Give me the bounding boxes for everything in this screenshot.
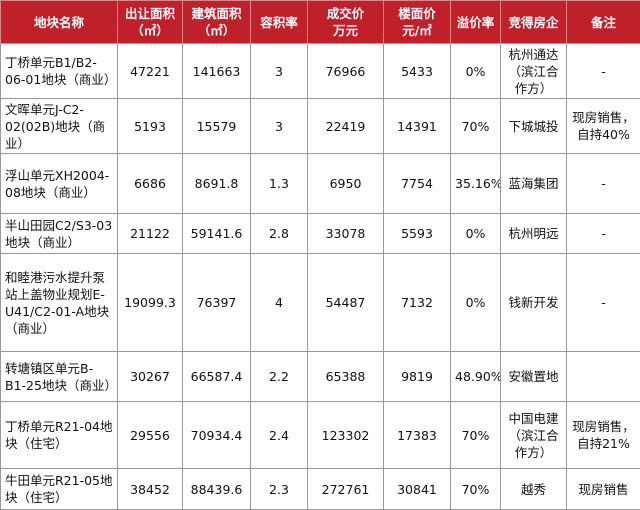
table-cell: 5193 — [118, 99, 183, 154]
table-cell: 88439.6 — [183, 469, 251, 510]
table-cell: 文晖单元J-C2-02(02B)地块（商业） — [1, 99, 118, 154]
table-cell: - — [567, 254, 640, 352]
table-cell: 9819 — [384, 352, 451, 402]
table-cell: 76397 — [183, 254, 251, 352]
table-cell: 19099.3 — [118, 254, 183, 352]
table-cell: 中国电建（滨江合作方） — [501, 402, 567, 469]
header-cell: 建筑面积 （㎡） — [183, 1, 251, 44]
table-cell: 76966 — [308, 44, 384, 99]
table-cell: 现房销售，自持40% — [567, 99, 640, 154]
table-cell: 7754 — [384, 154, 451, 214]
table-cell: 蓝海集团 — [501, 154, 567, 214]
table-cell: 35.16% — [451, 154, 501, 214]
table-cell: 47221 — [118, 44, 183, 99]
header-cell: 备注 — [567, 1, 640, 44]
table-cell: 越秀 — [501, 469, 567, 510]
table-cell: 5593 — [384, 214, 451, 254]
table-cell: 3 — [251, 44, 308, 99]
table-cell: - — [567, 214, 640, 254]
table-cell: 70% — [451, 469, 501, 510]
table-cell: 8691.8 — [183, 154, 251, 214]
table-cell: 29556 — [118, 402, 183, 469]
table-cell: 59141.6 — [183, 214, 251, 254]
table-cell: 38452 — [118, 469, 183, 510]
table-cell: 65388 — [308, 352, 384, 402]
table-cell: 4 — [251, 254, 308, 352]
table-cell: 123302 — [308, 402, 384, 469]
table-cell: 半山田园C2/S3-03地块（商业） — [1, 214, 118, 254]
table-cell: 现房销售 — [567, 469, 640, 510]
table-cell: 54487 — [308, 254, 384, 352]
table-cell: 杭州明远 — [501, 214, 567, 254]
table-cell: 22419 — [308, 99, 384, 154]
table-cell: 141663 — [183, 44, 251, 99]
table-cell: - — [567, 154, 640, 214]
table-cell: 0% — [451, 214, 501, 254]
table-cell: 钱新开发 — [501, 254, 567, 352]
table-cell: 0% — [451, 254, 501, 352]
table-cell: 30267 — [118, 352, 183, 402]
header-cell: 成交价 万元 — [308, 1, 384, 44]
table-cell: 2.4 — [251, 402, 308, 469]
header-cell: 出让面积 （㎡） — [118, 1, 183, 44]
table-cell: 牛田单元R21-05地块（住宅） — [1, 469, 118, 510]
table-cell: 14391 — [384, 99, 451, 154]
table-cell: 17383 — [384, 402, 451, 469]
table-cell: 下城城投 — [501, 99, 567, 154]
table-cell: 杭州通达（滨江合作方） — [501, 44, 567, 99]
header-cell: 竞得房企 — [501, 1, 567, 44]
header-cell: 容积率 — [251, 1, 308, 44]
table-cell: 1.3 — [251, 154, 308, 214]
table-cell: 转塘镇区单元B-B1-25地块（商业） — [1, 352, 118, 402]
table-cell: 66587.4 — [183, 352, 251, 402]
table-cell: 15579 — [183, 99, 251, 154]
table-cell: 2.2 — [251, 352, 308, 402]
table-cell: 和睦港污水提升泵站上盖物业规划E-U41/C2-01-A地块（商业） — [1, 254, 118, 352]
table-cell: 5433 — [384, 44, 451, 99]
table-cell: 浮山单元XH2004-08地块（商业） — [1, 154, 118, 214]
table-cell: 2.8 — [251, 214, 308, 254]
table-cell: 6686 — [118, 154, 183, 214]
table-cell: 30841 — [384, 469, 451, 510]
table-cell: 21122 — [118, 214, 183, 254]
table-cell: 70% — [451, 402, 501, 469]
table-cell: 0% — [451, 44, 501, 99]
table-cell — [567, 352, 640, 402]
table-cell: 安徽置地 — [501, 352, 567, 402]
table-cell: 2.3 — [251, 469, 308, 510]
table-cell: 6950 — [308, 154, 384, 214]
table-cell: 丁桥单元R21-04地块（住宅） — [1, 402, 118, 469]
table-cell: - — [567, 44, 640, 99]
header-cell: 楼面价 元/㎡ — [384, 1, 451, 44]
table-cell: 现房销售，自持21% — [567, 402, 640, 469]
table-cell: 70934.4 — [183, 402, 251, 469]
table-cell: 70% — [451, 99, 501, 154]
table-cell: 丁桥单元B1/B2-06-01地块（商业） — [1, 44, 118, 99]
header-cell: 溢价率 — [451, 1, 501, 44]
table-cell: 33078 — [308, 214, 384, 254]
table-cell: 48.90% — [451, 352, 501, 402]
table-cell: 7132 — [384, 254, 451, 352]
table-row: 和睦港污水提升泵站上盖物业规划E-U41/C2-01-A地块（商业）19099.… — [1, 254, 640, 352]
header-cell: 地块名称 — [1, 1, 118, 44]
table-cell: 3 — [251, 99, 308, 154]
table-cell: 272761 — [308, 469, 384, 510]
